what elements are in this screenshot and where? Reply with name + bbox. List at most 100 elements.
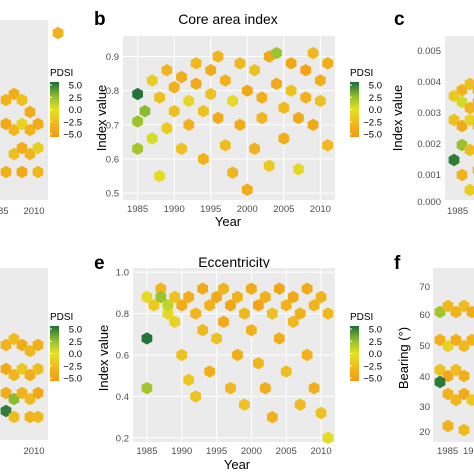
panel-e-hexbin [183,373,195,387]
panel-b-hexbin [146,132,158,145]
panel-c-hexbin [464,143,474,157]
panel-e-y-axis-title: Index value [96,325,111,392]
panel-b-hexbin [212,111,224,125]
panel-a-hexbin [24,105,36,119]
panel-b-letter: b [94,9,106,30]
panel-e-hexbin [218,282,229,295]
legend-tick-label: 2.5 [69,93,82,104]
legend-tick-label: 0.0 [69,349,82,360]
panel-d: 2010 [0,268,48,457]
panel-c-hexbin [464,113,474,127]
panel-e: e Eccentricity 1985 1990 1995 2000 2005 2010 0… [94,253,335,472]
panel-b-hexbin [307,118,319,132]
panel-b-hexbin [271,77,282,91]
legend-title: PDSI [50,312,73,323]
panel-e-hexbin [301,282,313,295]
panel-b-hexbin [154,169,165,183]
panel-f-y-tick-5: 30 [419,402,430,413]
legend-title: PDSI [50,68,73,79]
panel-c-x-tick: 1985 [447,206,468,217]
panel-b-hexbin [293,111,304,125]
panel-b-x-axis-title: Year [215,214,242,229]
panel-b-hexbin [315,74,326,87]
panel-a-hexbin [16,165,28,179]
panel-b-hexbin [271,46,282,60]
panel-e-x-tick: 1985 [136,446,157,457]
panel-e-hexbin [162,307,174,320]
panel-f-y-tick-2: 60 [419,310,430,321]
panel-b-hexbin [241,84,253,97]
panel-e-hexbin [211,332,222,345]
panel-b-hexbin [234,118,246,132]
panel-b-hexbin [139,104,151,118]
panel-b-hexbin [183,94,195,108]
panel-a-hexbin [0,165,12,179]
panel-c-y-tick-1: 0.005 [417,46,441,57]
panel-e-hexbin [253,299,264,312]
panel-b-hexbin [285,84,297,97]
panel-b-hexbin [263,159,275,173]
panel-c-y-tick-5: 0.001 [417,170,441,181]
panel-e-hexbin [225,299,236,312]
panel-b-hexbins [132,46,334,196]
panel-e-hexbin [266,307,278,320]
panel-d-hexbin [32,362,44,376]
panel-e-hexbin [141,332,153,345]
legend-tick-label: 0.0 [369,105,382,116]
panel-b-hexbin [300,91,312,104]
panel-b-y-tick: 0.5 [106,189,119,200]
panel-e-hexbin [280,365,292,378]
panel-b-y-tick: 0.6 [106,155,119,166]
panel-e-hexbin [197,323,209,337]
panel-b-x-tick: 2000 [237,204,258,215]
pdsi-legend-bottom-left: PDSI 5.02.50.0−2.5 −5.0 [50,312,82,385]
panel-b-hexbin [146,74,158,87]
panel-b-y-tick: 0.7 [106,120,119,131]
panel-e-x-tick: 1995 [206,446,227,457]
panel-e-x-tick: 2005 [276,446,297,457]
panel-e-hexbin [280,299,292,312]
panel-e-hexbin [273,282,285,295]
panel-a-x-tick-1: 85 [0,206,9,217]
panel-f-y-tick-4: 40 [419,372,430,383]
panel-e-hexbin [155,290,167,304]
panel-b-hexbin [132,115,143,128]
panel-f-hexbins [434,299,474,437]
panel-b-ticks: 1985 1990 1995 2000 2005 2010 0.5 0.6 0.7 0.8 0.9 [106,52,331,215]
panel-e-hexbin [322,307,334,320]
panel-a-hexbins [0,26,64,179]
panel-c-y-tick-3: 0.003 [417,108,441,119]
panel-b-x-tick: 1985 [127,204,148,215]
panel-b-hexbin [168,81,180,94]
panel-b-hexbin [176,142,187,155]
panel-e-hexbin [169,315,181,329]
panel-e-hexbin [141,381,153,395]
panel-a-hexbin [32,165,44,179]
panel-b-x-tick: 1995 [200,204,221,215]
panel-d-hexbins [0,332,44,424]
legend-tick-label: 5.0 [369,325,382,336]
panel-e-x-tick: 2000 [241,446,262,457]
pdsi-legend-top: PDSI 5.02.50.0−2.5 −5.0 [50,68,82,141]
legend-colorbar [50,326,59,381]
panel-d-hexbin [32,410,44,424]
panel-f-y-axis-title: Bearing (°) [396,327,411,389]
panel-e-hexbin [266,410,278,424]
panel-b-hexbin [249,142,260,155]
legend-tick-label: −5.0 [63,130,82,141]
panel-b-hexbin [285,57,297,70]
panel-b-y-axis-title: Index value [94,85,109,152]
panel-c-y-axis-title: Index value [390,85,405,152]
panel-e-y-tick: 0.2 [116,433,129,444]
panel-d-hexbin [32,338,44,352]
panel-f-y-tick-1: 70 [419,282,430,293]
panel-e-hexbin [232,348,243,362]
legend-tick-label: 0.0 [69,105,82,116]
panel-e-hexbin [294,307,306,320]
panel-e-hexbin [183,290,195,304]
panel-e-hexbins [141,282,334,445]
panel-b-x-tick: 2005 [273,204,294,215]
panel-b-hexbin [293,163,304,176]
panel-e-hexbin [287,290,299,304]
